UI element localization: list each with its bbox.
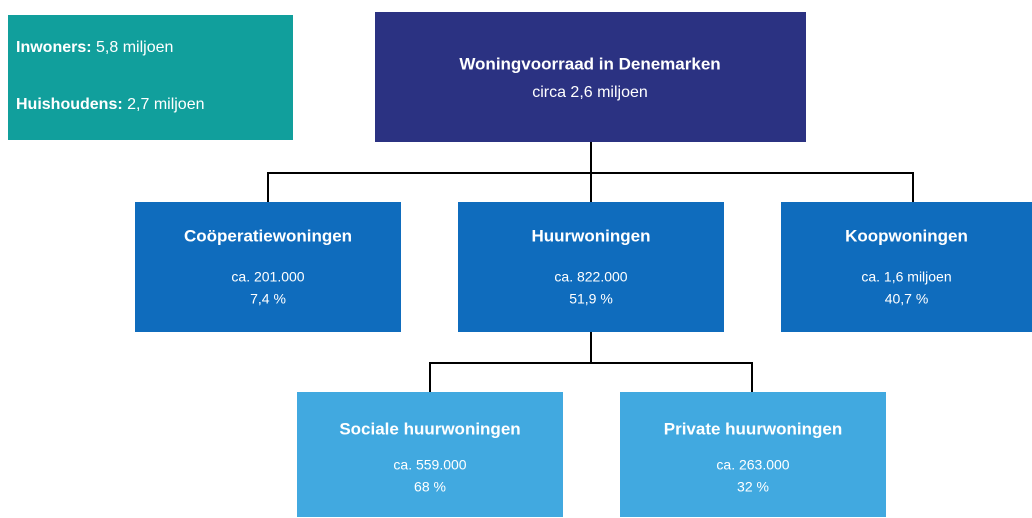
node-line: 51,9 % [569, 291, 613, 307]
boxes: Coöperatiewoningen ca. 201.000 7,4 % Huurwo… [135, 202, 1032, 517]
root-subtitle: circa 2,6 miljoen [532, 84, 648, 101]
connector [267, 142, 914, 202]
info-box [8, 15, 293, 140]
node-title: Sociale huurwoningen [339, 419, 520, 438]
node-line: ca. 263.000 [716, 457, 789, 473]
node-line: 7,4 % [250, 291, 286, 307]
connector [429, 332, 753, 392]
node-line: ca. 201.000 [231, 269, 304, 285]
info-line: Huishoudens: 2,7 miljoen [16, 96, 205, 113]
node-box [297, 392, 563, 517]
node-line: 68 % [414, 479, 446, 495]
node-box [620, 392, 886, 517]
info-label: Inwoners: [16, 39, 92, 56]
root-box [375, 12, 806, 142]
node-title: Private huurwoningen [664, 419, 843, 438]
info-label: Huishoudens: [16, 96, 123, 113]
node-line: ca. 1,6 miljoen [861, 269, 951, 285]
node-title: Huurwoningen [532, 226, 651, 245]
node-box [781, 202, 1032, 332]
info-value: 2,7 miljoen [127, 96, 204, 113]
node-title: Koopwoningen [845, 226, 968, 245]
root-title: Woningvoorraad in Denemarken [459, 54, 720, 73]
node-line: ca. 559.000 [393, 457, 466, 473]
node-line: 40,7 % [885, 291, 929, 307]
node-line: ca. 822.000 [554, 269, 627, 285]
info-value: 5,8 miljoen [96, 39, 173, 56]
node-line: 32 % [737, 479, 769, 495]
node-box [458, 202, 724, 332]
node-title: Coöperatiewoningen [184, 226, 352, 245]
node-box [135, 202, 401, 332]
info-line: Inwoners: 5,8 miljoen [16, 39, 173, 56]
